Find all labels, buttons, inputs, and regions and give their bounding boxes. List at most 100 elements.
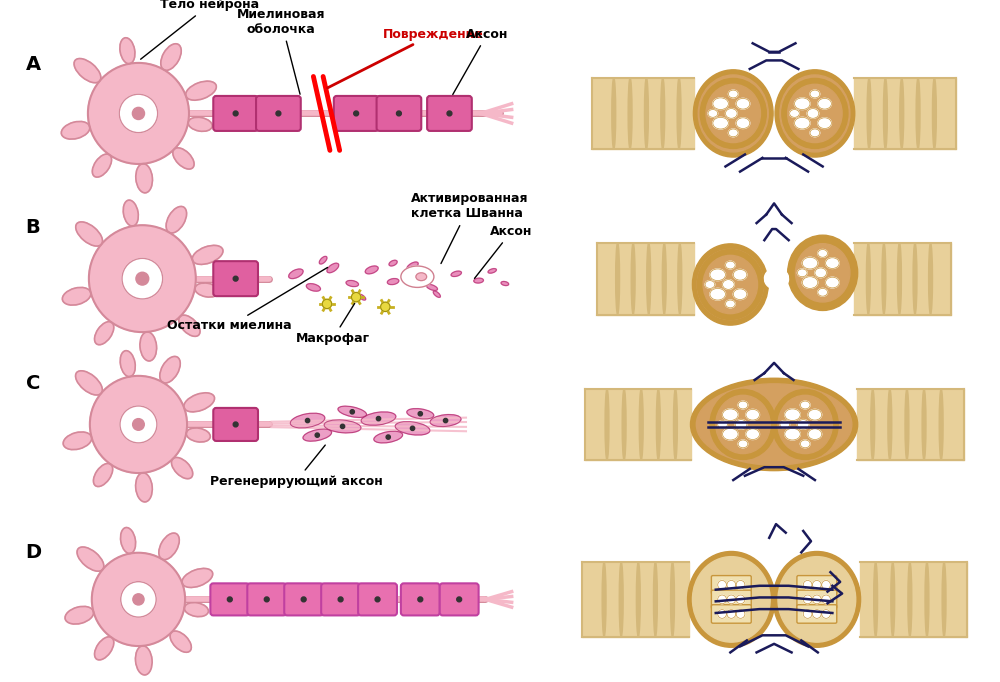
- Ellipse shape: [888, 389, 892, 460]
- Ellipse shape: [723, 280, 734, 289]
- Ellipse shape: [140, 332, 157, 361]
- Ellipse shape: [74, 59, 101, 83]
- Circle shape: [133, 419, 144, 430]
- Ellipse shape: [697, 250, 763, 319]
- Ellipse shape: [602, 562, 606, 637]
- FancyBboxPatch shape: [711, 605, 751, 623]
- Ellipse shape: [374, 431, 403, 443]
- Ellipse shape: [65, 606, 94, 624]
- Ellipse shape: [795, 243, 850, 302]
- Ellipse shape: [407, 409, 434, 419]
- Ellipse shape: [327, 263, 339, 273]
- Ellipse shape: [800, 401, 810, 409]
- Circle shape: [812, 595, 821, 604]
- Ellipse shape: [810, 90, 820, 98]
- Ellipse shape: [808, 429, 822, 439]
- Ellipse shape: [195, 283, 219, 297]
- Ellipse shape: [797, 269, 807, 277]
- Ellipse shape: [170, 631, 191, 652]
- Ellipse shape: [192, 246, 223, 265]
- Circle shape: [386, 435, 390, 439]
- Circle shape: [376, 417, 381, 421]
- Ellipse shape: [713, 98, 728, 110]
- Circle shape: [276, 111, 281, 116]
- Circle shape: [354, 111, 359, 116]
- Ellipse shape: [733, 269, 747, 280]
- Circle shape: [822, 580, 830, 589]
- Ellipse shape: [808, 409, 822, 420]
- Circle shape: [122, 258, 163, 299]
- Ellipse shape: [416, 273, 427, 280]
- Ellipse shape: [866, 243, 870, 314]
- Ellipse shape: [95, 637, 114, 660]
- Ellipse shape: [773, 552, 861, 647]
- Ellipse shape: [810, 129, 820, 137]
- Ellipse shape: [788, 235, 858, 310]
- Circle shape: [457, 597, 462, 602]
- FancyBboxPatch shape: [358, 583, 397, 615]
- Polygon shape: [854, 243, 951, 314]
- FancyBboxPatch shape: [797, 576, 837, 594]
- Text: Аксон: Аксон: [453, 27, 508, 95]
- Ellipse shape: [728, 129, 738, 137]
- Ellipse shape: [76, 222, 102, 246]
- Text: C: C: [26, 374, 40, 393]
- Ellipse shape: [772, 389, 838, 460]
- Ellipse shape: [723, 428, 738, 440]
- Circle shape: [89, 225, 196, 332]
- Ellipse shape: [929, 243, 932, 314]
- Ellipse shape: [705, 280, 715, 288]
- Ellipse shape: [738, 440, 748, 448]
- Ellipse shape: [121, 528, 136, 554]
- Ellipse shape: [736, 118, 750, 128]
- Ellipse shape: [764, 268, 789, 289]
- Circle shape: [338, 597, 343, 602]
- Ellipse shape: [939, 389, 943, 460]
- Text: Регенерирующий аксон: Регенерирующий аксон: [210, 445, 382, 488]
- FancyBboxPatch shape: [334, 96, 379, 131]
- Ellipse shape: [913, 243, 917, 314]
- Ellipse shape: [733, 289, 747, 299]
- FancyBboxPatch shape: [797, 590, 837, 608]
- Text: Миелиновая
оболочка: Миелиновая оболочка: [237, 8, 326, 94]
- Circle shape: [718, 580, 726, 589]
- Ellipse shape: [451, 271, 461, 276]
- Ellipse shape: [358, 294, 366, 300]
- Ellipse shape: [644, 78, 648, 149]
- Polygon shape: [582, 562, 689, 637]
- Ellipse shape: [778, 557, 856, 642]
- Polygon shape: [585, 389, 691, 460]
- Ellipse shape: [815, 268, 827, 278]
- Circle shape: [822, 610, 830, 619]
- Ellipse shape: [898, 243, 901, 314]
- Circle shape: [410, 426, 415, 430]
- Ellipse shape: [289, 269, 303, 279]
- Polygon shape: [592, 78, 694, 149]
- Polygon shape: [860, 562, 967, 637]
- Circle shape: [718, 595, 726, 604]
- Ellipse shape: [636, 562, 640, 637]
- Circle shape: [88, 63, 189, 164]
- Ellipse shape: [710, 288, 725, 300]
- Ellipse shape: [120, 351, 135, 376]
- Ellipse shape: [179, 315, 200, 336]
- Ellipse shape: [826, 277, 839, 288]
- Ellipse shape: [303, 429, 332, 441]
- Circle shape: [350, 410, 354, 414]
- Ellipse shape: [647, 243, 651, 314]
- Circle shape: [227, 597, 232, 602]
- Ellipse shape: [160, 357, 180, 383]
- Circle shape: [443, 419, 448, 423]
- Circle shape: [396, 111, 401, 116]
- Text: B: B: [26, 218, 40, 237]
- Circle shape: [233, 111, 238, 116]
- Ellipse shape: [725, 261, 735, 269]
- Ellipse shape: [693, 70, 773, 157]
- Ellipse shape: [184, 393, 215, 412]
- Ellipse shape: [802, 277, 818, 288]
- Ellipse shape: [319, 256, 327, 264]
- Ellipse shape: [775, 70, 855, 157]
- Ellipse shape: [186, 428, 210, 442]
- Ellipse shape: [677, 78, 681, 149]
- Circle shape: [305, 419, 310, 423]
